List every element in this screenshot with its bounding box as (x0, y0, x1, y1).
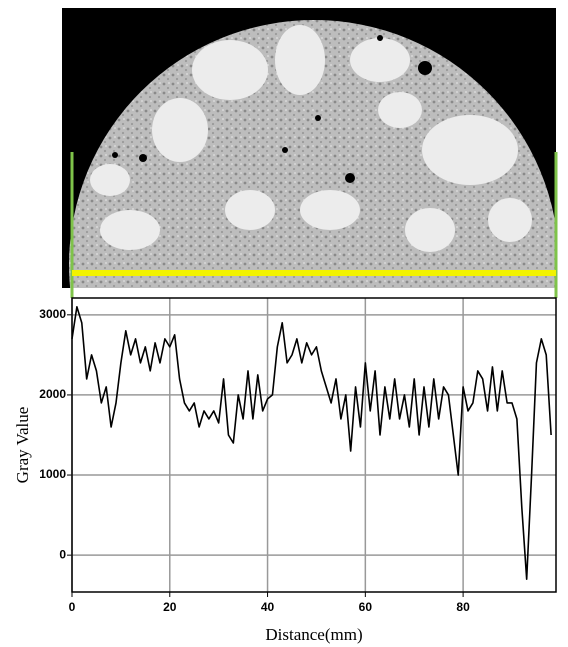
x-axis-label: Distance(mm) (265, 625, 362, 644)
data-line (71, 306, 552, 580)
y-tick-label: 0 (59, 547, 66, 561)
x-tick-label: 80 (456, 600, 470, 614)
plot-area (72, 298, 556, 592)
plot-frame (71, 297, 557, 593)
y-tick-label: 3000 (39, 307, 66, 321)
y-tick-label: 1000 (39, 467, 66, 481)
x-tick-label: 20 (163, 600, 177, 614)
x-tick-label: 60 (359, 600, 373, 614)
x-tick-label: 40 (261, 600, 275, 614)
y-tick-label: 2000 (39, 387, 66, 401)
x-tick-label: 0 (69, 600, 76, 614)
y-axis-label: Gray Value (13, 407, 32, 484)
plot: 0 1000 2000 3000 0 20 40 60 80 (39, 297, 557, 614)
